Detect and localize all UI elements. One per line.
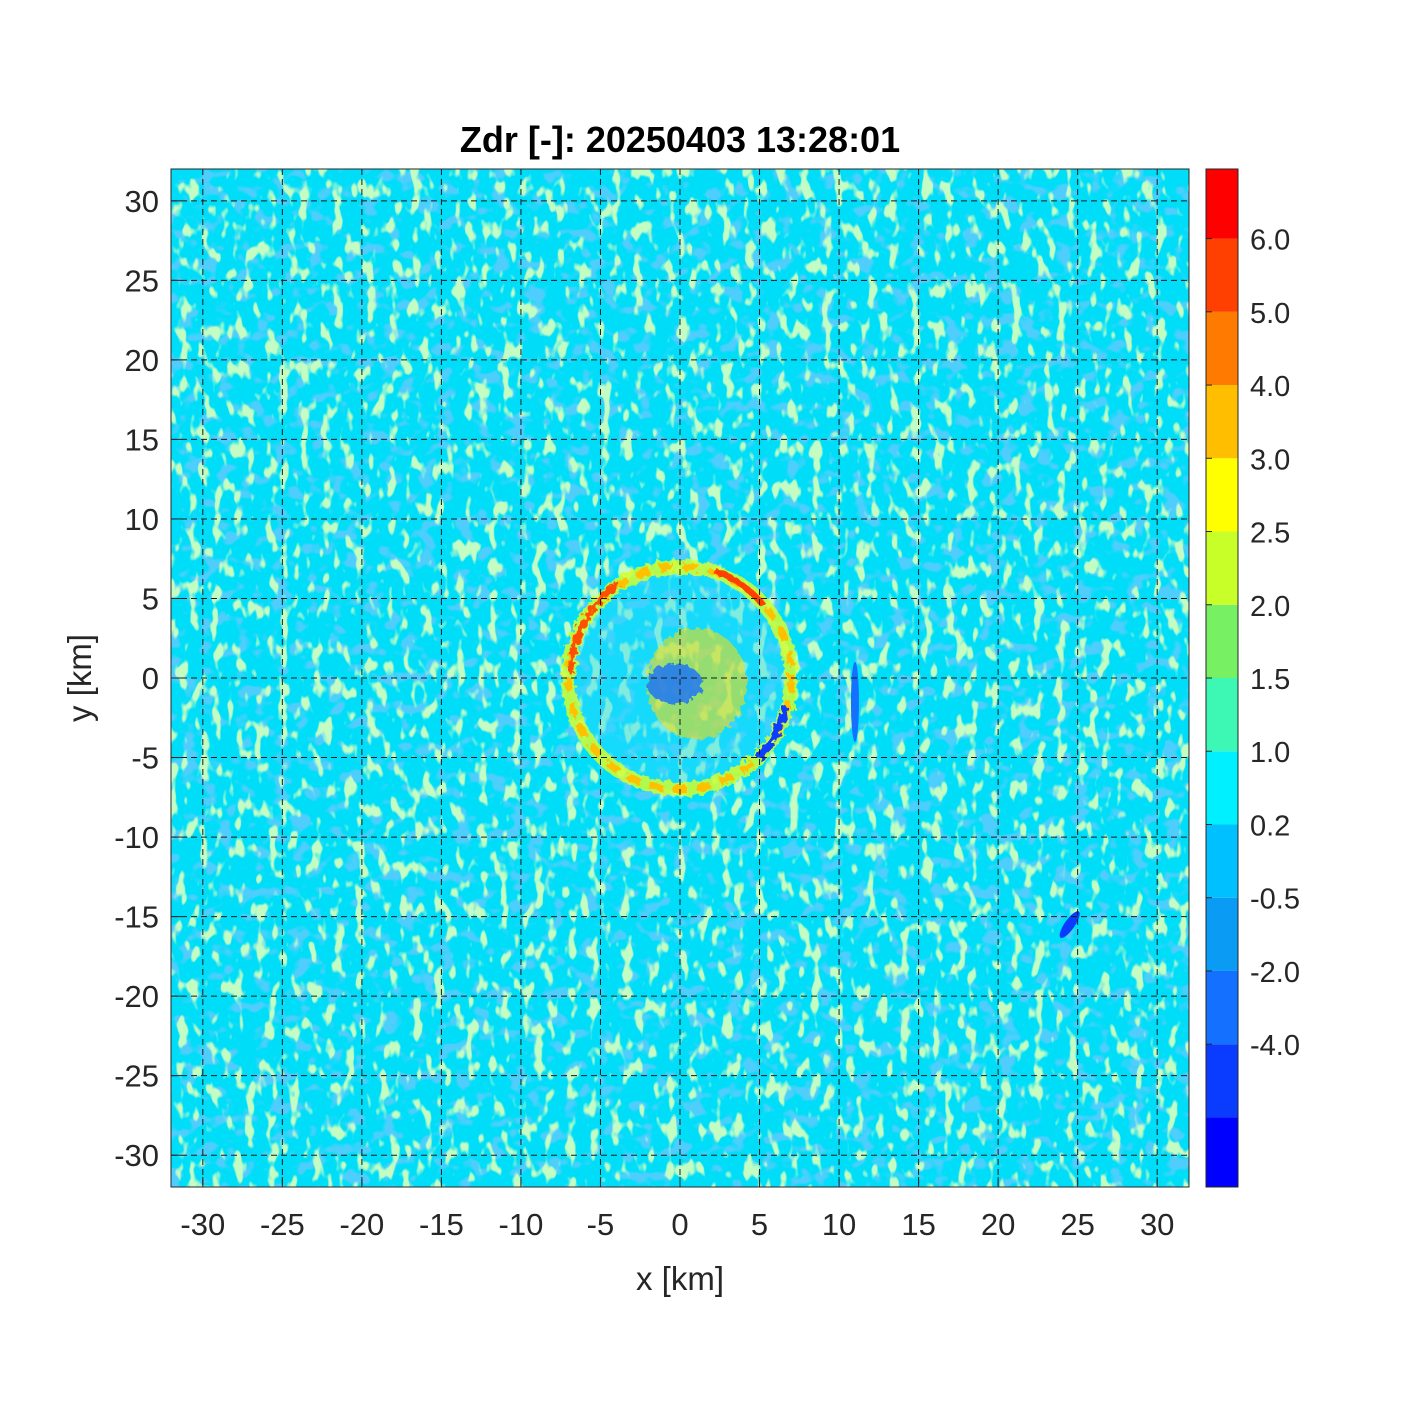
colorbar-segment (1206, 970, 1238, 1045)
y-tick-label: 25 (125, 263, 159, 298)
colorbar-tick-label: 1.0 (1250, 737, 1290, 769)
y-tick-label: -10 (114, 820, 159, 855)
x-tick-label: -5 (587, 1207, 615, 1242)
colorbar-segment (1206, 751, 1238, 825)
x-tick-label: 20 (981, 1207, 1015, 1242)
x-axis-label: x [km] (636, 1260, 724, 1297)
y-tick-label: 30 (125, 184, 159, 219)
colorbar-tick-label: 3.0 (1250, 444, 1290, 476)
colorbar-tick-label: -0.5 (1250, 884, 1300, 916)
low-streak (1059, 911, 1080, 938)
x-tick-label: -25 (260, 1207, 305, 1242)
colorbar-segment (1206, 604, 1238, 678)
colorbar-segment (1206, 1117, 1238, 1187)
ring-arc-hot (712, 567, 766, 608)
y-axis-label: y [km] (61, 634, 98, 722)
y-tick-label: -20 (114, 979, 159, 1014)
x-tick-label: -30 (180, 1207, 225, 1242)
y-tick-label: -15 (114, 900, 159, 935)
x-tick-label: -15 (419, 1207, 464, 1242)
ring-arc-low (755, 705, 790, 761)
colorbar-segment (1206, 458, 1238, 532)
chart-title: Zdr [-]: 20250403 13:28:01 (460, 119, 900, 160)
x-tick-label: 0 (671, 1207, 688, 1242)
ring-arc-hot (567, 580, 621, 673)
y-axis-ticks: 30 25 20 15 10 5 0 -5 -10 -15 -20 -25 -30 (114, 184, 181, 1173)
x-tick-label: -20 (339, 1207, 384, 1242)
colorbar-tick-label: -2.0 (1250, 957, 1300, 989)
colorbar-tick-label: 0.2 (1250, 810, 1290, 842)
y-tick-label: 15 (125, 422, 159, 457)
colorbar-tick-label: 1.5 (1250, 664, 1290, 696)
y-tick-label: 20 (125, 343, 159, 378)
y-tick-label: 5 (142, 581, 159, 616)
x-tick-label: 5 (751, 1207, 768, 1242)
x-tick-label: 30 (1140, 1207, 1174, 1242)
y-tick-label: -5 (131, 741, 159, 776)
x-tick-label: 25 (1060, 1207, 1094, 1242)
colorbar-segment (1206, 897, 1238, 971)
y-tick-label: 10 (125, 502, 159, 537)
x-tick-label: 10 (822, 1207, 856, 1242)
colorbar-tick-label: 2.0 (1250, 591, 1290, 623)
colorbar-segment (1206, 385, 1238, 459)
colorbar-tick-label: -4.0 (1250, 1030, 1300, 1062)
colorbar: -4.0 -2.0 -0.5 0.2 1.0 1.5 2.0 2.5 3.0 4.0 5.0 6.0 (1205, 168, 1300, 1188)
colorbar-tick-label: 5.0 (1250, 298, 1290, 330)
center-low (646, 663, 703, 704)
y-tick-label: -30 (114, 1138, 159, 1173)
colorbar-tick-label: 2.5 (1250, 518, 1290, 550)
colorbar-segment (1206, 169, 1238, 239)
colorbar-segment (1206, 678, 1238, 752)
colorbar-tick-label: 6.0 (1250, 225, 1290, 257)
colorbar-segment (1206, 531, 1238, 605)
x-tick-label: 15 (901, 1207, 935, 1242)
plot-area (171, 169, 1189, 1187)
y-tick-label: -25 (114, 1059, 159, 1094)
y-tick-label: 0 (142, 661, 159, 696)
x-tick-label: -10 (499, 1207, 544, 1242)
low-streak (850, 661, 859, 742)
colorbar-segment (1206, 1044, 1238, 1118)
colorbar-segment (1206, 311, 1238, 386)
colorbar-segment (1206, 824, 1238, 898)
colorbar-segment (1206, 238, 1238, 312)
colorbar-tick-label: 4.0 (1250, 371, 1290, 403)
x-axis-ticks: -30 -25 -20 -15 -10 -5 0 5 10 15 20 25 30 (180, 1177, 1174, 1242)
